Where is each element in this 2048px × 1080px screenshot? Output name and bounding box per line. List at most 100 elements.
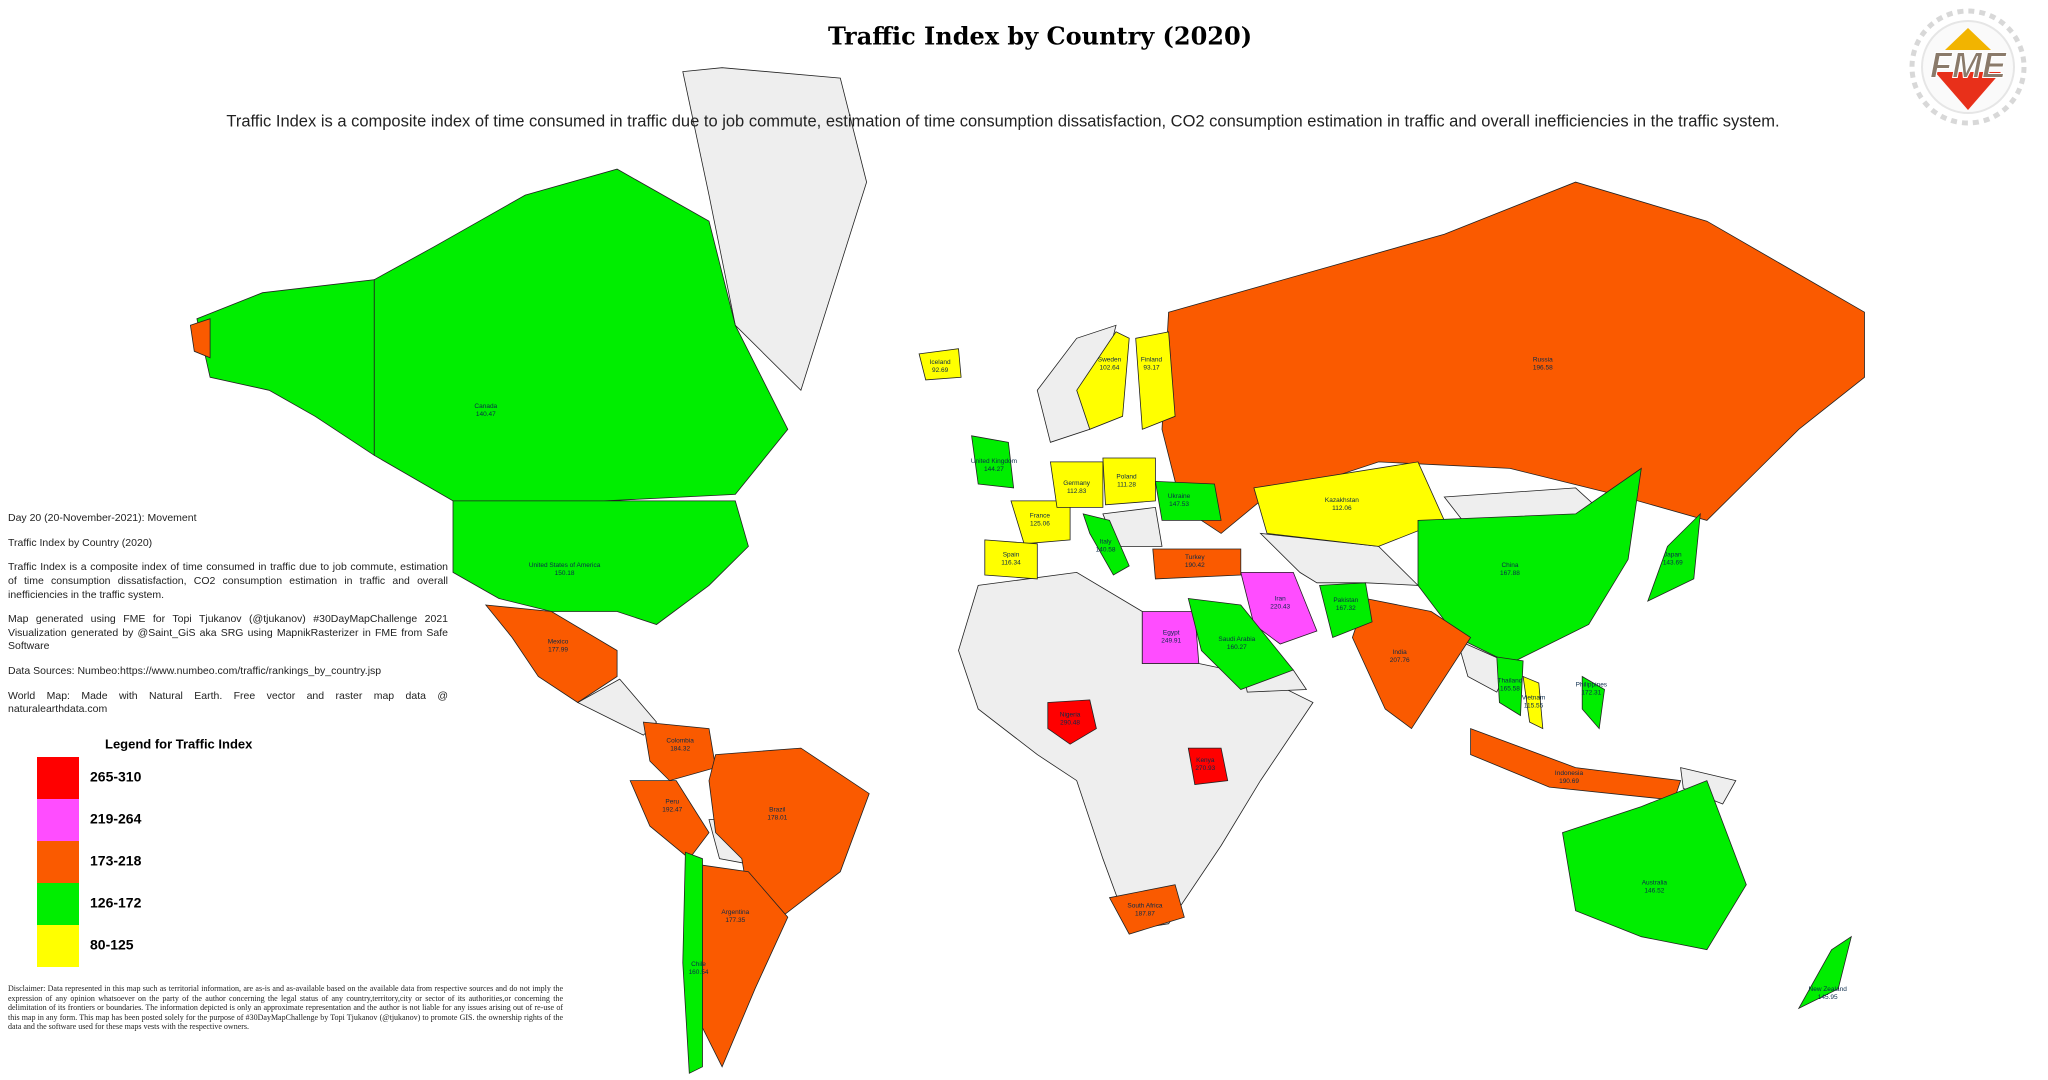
country [1154,480,1222,521]
country-value: 111.28 [1117,481,1136,488]
country [1797,935,1852,1010]
country-value: 177.99 [548,647,568,654]
country-name: Kenya [1196,757,1215,764]
map-subtitle: Traffic Index is a composite index of ti… [226,112,1779,130]
logo-gear [1909,8,2027,126]
side-note: Day 20 (20-November-2021): Movement [8,512,197,524]
country [196,279,749,625]
logo: FME [1909,8,2027,126]
country [189,181,1865,534]
country [1187,598,1294,690]
country-name: Chile [691,961,706,968]
country [1470,728,1682,801]
side-note: Traffic Index is a composite index of ti… [8,561,448,601]
country-value: 190.69 [1559,778,1579,785]
side-notes: Day 20 (20-November-2021): Movement Traff… [8,512,448,728]
legend-label: 265-310 [90,769,142,785]
country-value: 144.27 [984,466,1004,473]
country-name: India [1393,649,1407,656]
country-name: Argentina [721,909,749,916]
country-value: 125.06 [1030,520,1050,527]
logo-triangle [1935,72,2001,110]
country-value: 177.35 [725,917,745,924]
country-name: Turkey [1185,554,1205,561]
country-value: 165.58 [1500,686,1520,693]
side-note: Data Sources: Numbeo:https://www.numbeo.… [8,665,382,678]
legend-swatch [37,757,79,799]
country [1049,461,1104,508]
country [971,435,1015,489]
country-value: 93.17 [1143,364,1160,371]
legend-label: 173-218 [90,853,142,869]
country-value: 167.32 [1336,605,1356,612]
country [1562,780,1747,951]
country-value: 145.95 [1818,994,1838,1001]
legend-label: 219-264 [90,811,142,827]
country [1581,675,1605,730]
legend: 265-310 219-264 173-218 126-172 80-125 [37,757,142,967]
legend-label: 80-125 [90,937,134,953]
country [1319,582,1373,639]
country-name: Spain [1003,551,1020,558]
country-layer [189,168,1865,1074]
country-name: Pakistan [1333,597,1358,604]
country-name: Canada [474,403,497,410]
country-value: 190.42 [1185,562,1205,569]
country-value: 140.47 [476,411,496,418]
land [1456,639,1511,693]
land [682,67,868,392]
country-name: Finland [1141,356,1163,363]
country-name: New Zealand [1809,986,1848,993]
legend-title: Legend for Traffic Index [105,736,253,751]
legend-swatch [37,925,79,967]
country-value: 146.52 [1644,887,1664,894]
country-name: Ukraine [1168,493,1191,500]
legend-swatch [37,883,79,925]
country [1253,461,1445,547]
country-name: Australia [1642,879,1668,886]
country-name: Sweden [1098,356,1122,363]
country-name: Iceland [930,359,951,366]
country-name: Iran [1275,596,1287,603]
country [629,780,710,860]
country-name: Saudi Arabia [1218,636,1255,643]
country-value: 102.64 [1100,364,1120,371]
country-value: 92.69 [932,367,949,374]
country-value: 220.43 [1270,604,1290,611]
country [1082,513,1130,576]
country-name: Russia [1533,356,1553,363]
country-value: 116.34 [1001,559,1021,566]
country [1152,548,1242,580]
country-name: Italy [1100,538,1113,545]
country [1351,598,1472,730]
country [1135,331,1176,430]
legend-label: 126-172 [90,895,142,911]
country [1076,331,1130,430]
disclaimer: Disclaimer: Data represented in this map… [8,984,563,1032]
country [682,851,703,1074]
map-title: Traffic Index by Country (2020) [828,22,1252,51]
country [373,168,789,502]
country-name: Japan [1664,551,1682,558]
country-name: Brazil [769,806,786,813]
country-name: Germany [1063,480,1090,487]
legend-swatch [37,799,79,841]
side-note: World Map: Made with Natural Earth. Free… [8,689,448,716]
country-value: 167.88 [1500,570,1520,577]
country [1240,572,1318,645]
country-value: 112.06 [1332,505,1352,512]
country [1187,747,1229,785]
country-value: 147.53 [1169,501,1189,508]
country-value: 112.83 [1067,488,1087,495]
country-name: Vietnam [1522,695,1546,702]
country [484,604,618,703]
country [1108,884,1185,935]
legend-swatch [37,841,79,883]
country-name: France [1030,512,1051,519]
country-name: United Kingdom [971,458,1017,465]
country-value: 115.55 [1524,703,1544,710]
logo-text: FME [1930,45,2007,86]
country-name: Poland [1116,473,1137,480]
